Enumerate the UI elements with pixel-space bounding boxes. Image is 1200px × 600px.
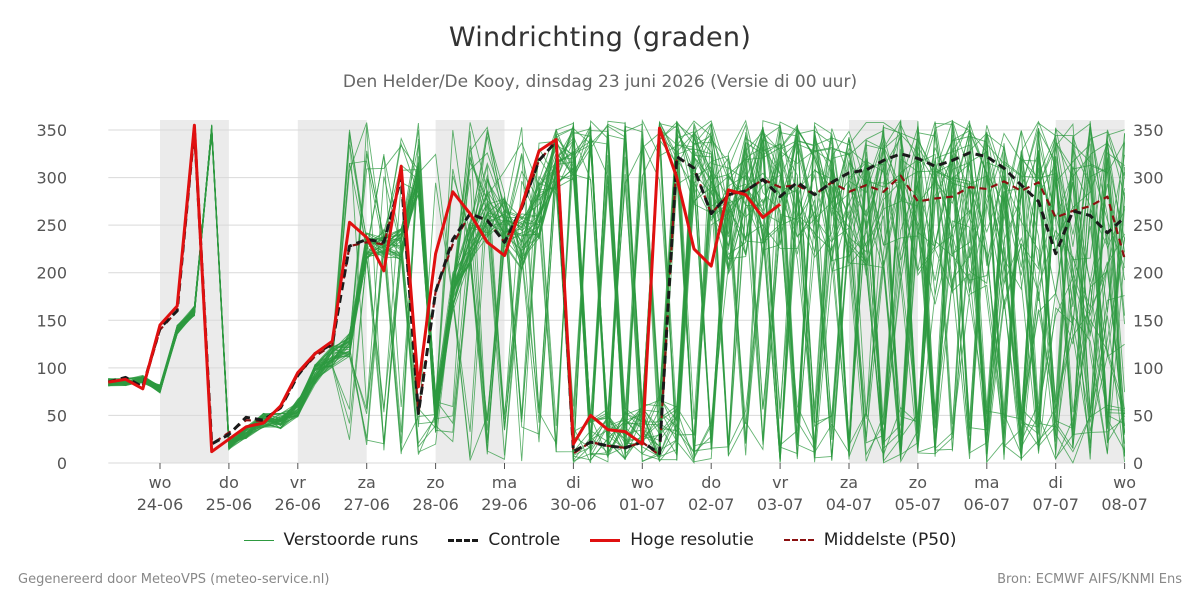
x-tick-day: wo — [1113, 473, 1136, 492]
y-tick-label: 50 — [1133, 406, 1153, 425]
y-tick-label: 250 — [36, 216, 67, 235]
y-tick-label: 50 — [47, 406, 67, 425]
x-tick-day: di — [566, 473, 581, 492]
y-tick-label: 350 — [1133, 121, 1164, 140]
y-tick-label: 200 — [1133, 264, 1164, 283]
x-tick-day: wo — [149, 473, 172, 492]
x-tick-day: vr — [290, 473, 306, 492]
y-tick-label: 0 — [1133, 454, 1143, 473]
x-tick-day: vr — [772, 473, 788, 492]
legend: Verstoorde runs Controle Hoge resolutie … — [0, 530, 1200, 550]
x-tick-day: ma — [974, 473, 999, 492]
legend-swatch-median — [783, 539, 814, 541]
x-tick-date: 25-06 — [206, 495, 253, 514]
footer-source: Bron: ECMWF AIFS/KNMI Ens — [997, 572, 1182, 587]
x-tick-date: 24-06 — [137, 495, 184, 514]
x-tick-day: do — [219, 473, 239, 492]
series-line-hoge-resolutie — [108, 123, 782, 454]
x-tick-date: 26-06 — [275, 495, 322, 514]
x-tick-date: 29-06 — [481, 495, 528, 514]
x-tick-day: di — [1048, 473, 1063, 492]
x-tick-date: 06-07 — [964, 495, 1011, 514]
y-tick-label: 150 — [1133, 311, 1164, 330]
y-tick-label: 0 — [57, 454, 67, 473]
legend-swatch-ensemble — [243, 539, 274, 541]
ensemble-member-line — [108, 120, 1126, 464]
y-tick-label: 200 — [36, 264, 67, 283]
y-tick-label: 150 — [36, 311, 67, 330]
x-tick-day: do — [701, 473, 721, 492]
x-tick-date: 28-06 — [412, 495, 459, 514]
legend-item-control: Controle — [448, 530, 560, 550]
y-tick-label: 300 — [1133, 169, 1164, 188]
x-tick-date: 03-07 — [757, 495, 804, 514]
x-tick-day: zo — [909, 473, 927, 492]
x-tick-date: 30-06 — [550, 495, 597, 514]
x-tick-date: 01-07 — [619, 495, 666, 514]
y-tick-label: 250 — [1133, 216, 1164, 235]
chart-subtitle: Den Helder/De Kooy, dinsdag 23 juni 2026… — [342, 72, 858, 92]
shaded-band — [160, 120, 229, 463]
y-tick-label: 100 — [36, 359, 67, 378]
y-tick-label: 350 — [36, 121, 67, 140]
y-tick-label: 100 — [1133, 359, 1164, 378]
x-tick-day: zo — [427, 473, 445, 492]
ensemble-member-line — [108, 121, 1126, 460]
y-axis-right: 0 50 100 150 200 250 300 350 — [1133, 121, 1164, 473]
ensemble-lines — [108, 118, 1126, 464]
ensemble-member-line — [108, 131, 1126, 463]
x-tick-date: 27-06 — [343, 495, 390, 514]
x-tick-date: 05-07 — [895, 495, 942, 514]
ensemble-member-line — [108, 125, 1126, 463]
x-tick-day: ma — [492, 473, 517, 492]
legend-swatch-control — [448, 538, 479, 542]
x-axis: wo 24-06 do 25-06 vr 26-06 za 27-06 zo 28-06 ma 29-… — [137, 463, 1148, 514]
ensemble-member-line — [108, 118, 1125, 455]
legend-label-control: Controle — [488, 530, 561, 550]
x-tick-day: za — [840, 473, 858, 492]
legend-label-median: Middelste (P50) — [823, 530, 957, 550]
legend-label-ensemble: Verstoorde runs — [283, 530, 419, 550]
x-tick-day: wo — [631, 473, 654, 492]
x-tick-date: 08-07 — [1101, 495, 1148, 514]
x-tick-day: za — [358, 473, 376, 492]
legend-item-median: Middelste (P50) — [783, 530, 957, 550]
ensemble-member-line — [108, 122, 1126, 455]
legend-item-high-res: Hoge resolutie — [590, 530, 754, 550]
legend-item-ensemble: Verstoorde runs — [243, 530, 419, 550]
x-tick-date: 07-07 — [1032, 495, 1079, 514]
chart-title: Windrichting (graden) — [448, 22, 752, 53]
y-axis-left: 0 50 100 150 200 250 300 350 — [36, 121, 67, 473]
x-tick-date: 02-07 — [688, 495, 735, 514]
y-tick-label: 300 — [36, 169, 67, 188]
main-lines — [107, 123, 1126, 457]
footer-generated-by: Gegenereerd door MeteoVPS (meteo-service… — [18, 572, 330, 587]
legend-label-high-res: Hoge resolutie — [630, 530, 754, 550]
legend-swatch-high-res — [590, 538, 621, 542]
x-tick-date: 04-07 — [826, 495, 873, 514]
ensemble-member-line — [108, 125, 1126, 464]
